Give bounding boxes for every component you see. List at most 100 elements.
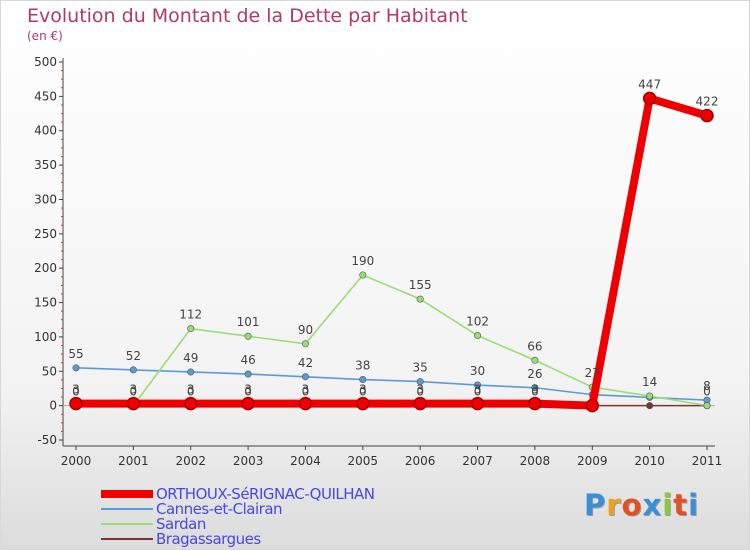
x-tick-label: 2001 (118, 454, 149, 468)
data-point (416, 295, 424, 303)
x-tick-label: 2008 (520, 454, 551, 468)
data-label: 3 (359, 383, 367, 397)
x-tick-label: 2006 (405, 454, 436, 468)
data-point (531, 384, 539, 392)
data-point (474, 332, 482, 340)
data-label: 102 (466, 315, 489, 329)
data-label: 3 (130, 383, 138, 397)
x-tick-label: 2005 (348, 454, 379, 468)
legend-swatch (101, 523, 153, 525)
data-point (241, 396, 255, 411)
logo-letter: i (662, 488, 674, 522)
data-label: 66 (527, 339, 542, 353)
series-line (75, 367, 708, 401)
x-tick-labels: 2000 2001 2002 2003 2004 2005 2006 2007 2008 2009… (61, 454, 723, 468)
data-point (129, 366, 137, 374)
data-label: 55 (68, 347, 83, 361)
data-point (298, 396, 313, 411)
series-layer (69, 91, 714, 413)
x-tick-label: 2002 (175, 454, 206, 468)
logo-letter: o (621, 488, 643, 522)
data-label: 49 (183, 351, 198, 365)
data-point (700, 108, 714, 123)
data-label: 90 (298, 323, 313, 337)
series-cannes-et-clairan (72, 364, 711, 404)
proxiti-logo: Proxiti (584, 488, 699, 522)
data-point (126, 396, 141, 411)
x-tick-label: 2010 (634, 454, 665, 468)
legend-swatch (101, 490, 153, 498)
data-label: 190 (351, 254, 374, 268)
data-point (585, 398, 600, 413)
y-tick-label: 100 (34, 330, 57, 344)
data-label: 14 (642, 375, 657, 389)
series-line (72, 94, 711, 410)
y-tick-label: 50 (42, 364, 57, 378)
legend-label: Bragassargues (156, 530, 261, 548)
data-label: 38 (355, 359, 370, 373)
x-tick-label: 2011 (692, 454, 723, 468)
data-label: 26 (527, 367, 542, 381)
data-label: 0 (187, 385, 195, 399)
legend-label: Cannes-et-Clairan (156, 500, 283, 518)
data-label: 27 (585, 366, 600, 380)
data-label: 3 (244, 383, 252, 397)
legend-swatch (101, 508, 153, 510)
data-point (183, 396, 198, 411)
y-tick-label: 0 (49, 399, 57, 413)
data-point (642, 91, 657, 106)
data-point (244, 370, 252, 378)
logo-letter: x (642, 488, 663, 522)
data-point (187, 325, 195, 333)
y-tick-label: 500 (34, 55, 57, 69)
data-label: 0 (531, 385, 539, 399)
series-line (75, 274, 708, 407)
data-label: 3 (416, 383, 424, 397)
data-label: 0 (130, 385, 138, 399)
data-label: 422 (696, 95, 719, 109)
data-label: 447 (638, 77, 661, 91)
y-tick-label: 350 (34, 158, 57, 172)
logo-letter: P (584, 488, 607, 522)
data-label: 0 (244, 385, 252, 399)
legend-label: Sardan (156, 515, 206, 533)
data-label: 0 (474, 385, 482, 399)
x-tick-label: 2004 (290, 454, 321, 468)
data-label: 3 (187, 383, 195, 397)
data-point (474, 381, 482, 389)
data-label: 112 (179, 308, 202, 322)
data-point (69, 396, 83, 411)
logo-letter: i (688, 488, 700, 522)
data-point (359, 271, 367, 279)
legend-label: ORTHOUX-SéRIGNAC-QUILHAN (156, 485, 375, 503)
legend-item: Cannes-et-Clairan (101, 500, 421, 518)
data-point (528, 396, 542, 411)
data-point (356, 396, 370, 411)
data-point (244, 332, 252, 340)
data-label: 52 (126, 349, 141, 363)
data-point (531, 356, 539, 364)
data-label: 46 (240, 353, 255, 367)
data-point (301, 373, 309, 381)
data-label: 35 (413, 361, 428, 375)
x-tick-label: 2003 (233, 454, 264, 468)
data-label: 0 (359, 385, 367, 399)
data-label: 0 (302, 385, 310, 399)
y-tick-label: 450 (34, 89, 57, 103)
data-label: 101 (237, 315, 260, 329)
y-tick-label: 300 (34, 192, 57, 206)
data-label: 3 (72, 383, 80, 397)
data-label: 3 (302, 383, 310, 397)
y-tick-label: 400 (34, 124, 57, 138)
y-tick-label: 200 (34, 261, 57, 275)
x-tick-label: 2007 (462, 454, 493, 468)
data-label: 42 (298, 356, 313, 370)
legend-swatch (101, 538, 153, 540)
data-label: 8 (703, 379, 711, 393)
legend-item: Sardan (101, 515, 421, 533)
chart-legend: ORTHOUX-SéRIGNAC-QUILHAN Cannes-et-Claira… (101, 485, 421, 548)
logo-letter: t (673, 488, 689, 522)
data-point (359, 376, 367, 384)
data-label: 3 (474, 383, 482, 397)
